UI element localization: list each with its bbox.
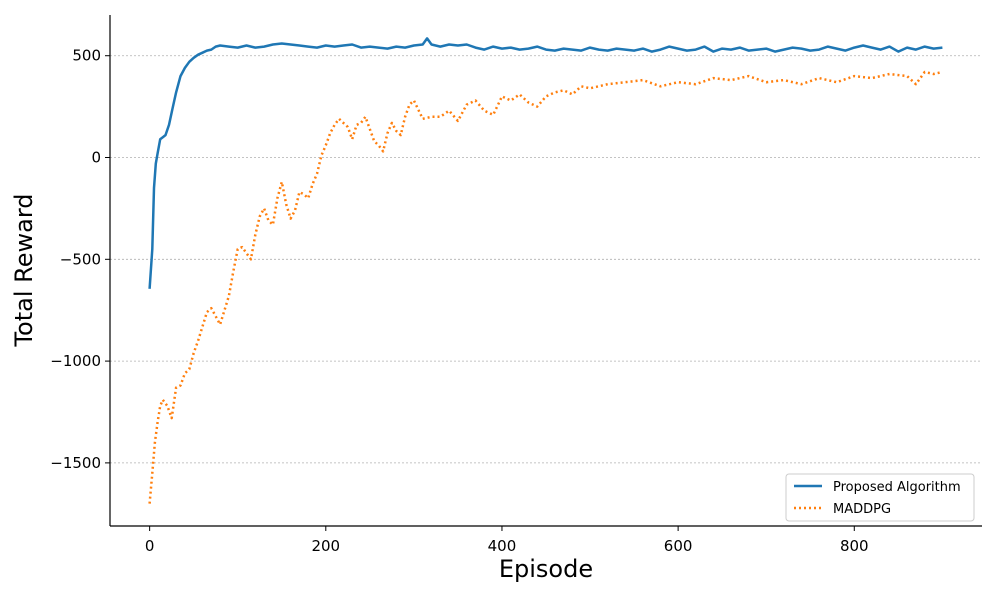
legend-label-proposed: Proposed Algorithm: [833, 480, 961, 495]
legend: Proposed Algorithm MADDPG: [785, 473, 975, 522]
series-line-proposed: [148, 37, 943, 289]
y-tick-label: 500: [72, 47, 101, 65]
y-tick-label: 0: [91, 149, 101, 167]
series-line-maddpg: [148, 70, 943, 504]
grid-lines: [110, 55, 982, 464]
x-tick-label: 200: [311, 537, 340, 555]
x-tick-label: 400: [488, 537, 517, 555]
axes: [109, 15, 982, 527]
legend-box: [785, 473, 975, 522]
x-axis-title: Episode: [499, 555, 593, 583]
y-tick-label: −1500: [50, 454, 101, 472]
y-tick-label: −500: [60, 250, 101, 268]
x-tick-label: 0: [145, 537, 155, 555]
y-axis-title: Total Reward: [10, 193, 38, 347]
y-tick-label: −1000: [50, 352, 101, 370]
x-tick-label: 800: [840, 537, 869, 555]
legend-label-maddpg: MADDPG: [833, 502, 891, 517]
x-tick-label: 600: [664, 537, 693, 555]
ticks: 500 0 −500 −1000 −1500 0 200 400 600 800: [50, 47, 868, 555]
series-lines: [148, 37, 943, 504]
